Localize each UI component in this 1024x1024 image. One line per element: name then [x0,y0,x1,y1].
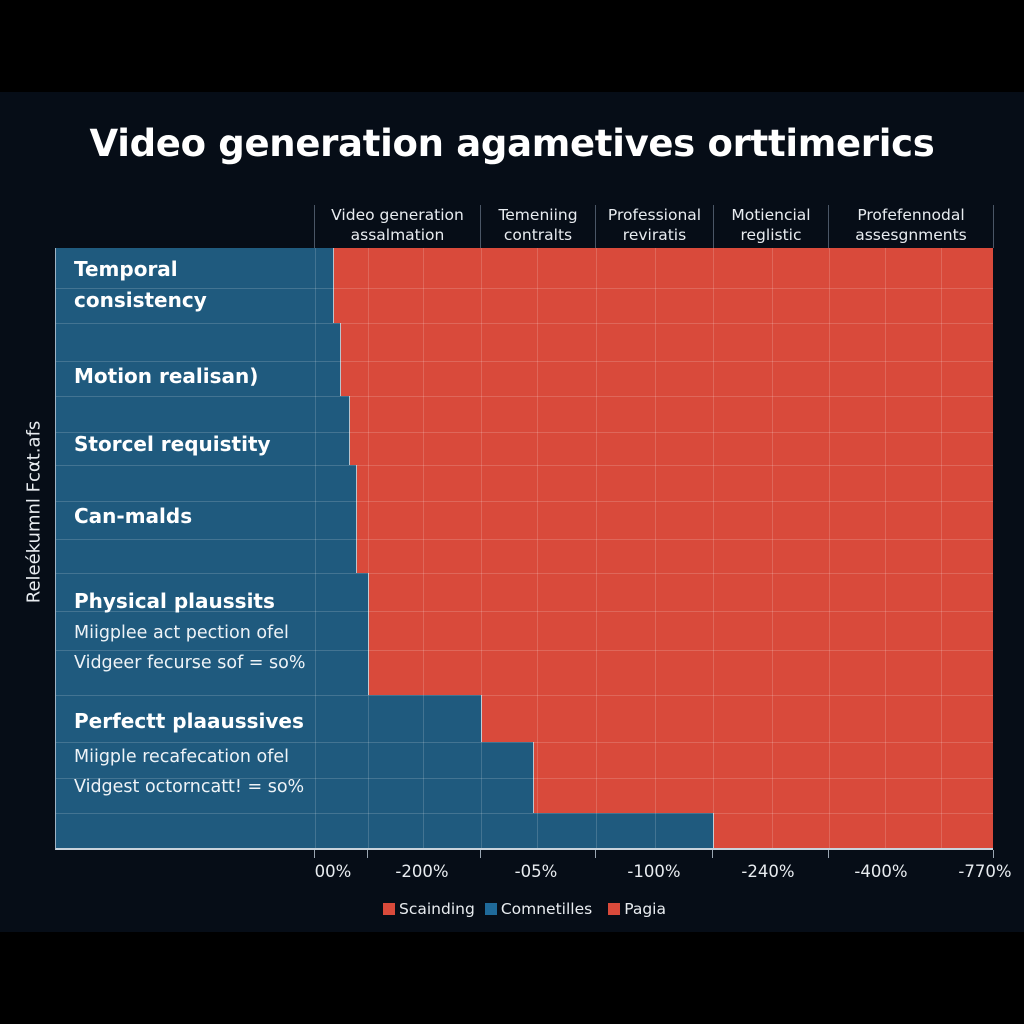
legend-item-comnetilles: Comnetilles [484,900,593,918]
grid-line-vertical [713,248,714,848]
legend-swatch-red [608,903,621,915]
row-annotation-line: Miigple recafecation ofel [74,747,290,767]
grid-line-vertical [315,248,316,848]
legend-item-pagia: Pagia [608,900,666,918]
column-header-3: Professional reviratis [596,205,713,247]
grid-line-horizontal [56,573,993,574]
row-label-perfect: Perfectt plaaussives [74,709,304,733]
bar-segment-blue [56,248,333,323]
grid-line-vertical [368,248,369,848]
header-divider [314,205,315,248]
x-tick-label: 00% [314,862,352,881]
grid-line-vertical [423,248,424,848]
grid-line-horizontal [56,432,993,433]
grid-line-vertical [481,248,482,848]
column-header-4: Motiencial reglistic [714,205,828,247]
legend-swatch-blue [484,903,497,915]
column-header-line: reviratis [622,226,687,244]
row-annotation-line: Vidgest octorncatt! = so% [74,777,305,797]
bar-segment-blue [56,813,713,848]
x-tick-label: -240% [741,862,795,881]
grid-line-horizontal [56,742,993,743]
grid-line-vertical [829,248,830,848]
legend-item-scainding: Scainding [383,900,475,918]
column-header-line: Motiencial [731,206,811,224]
y-axis-label: Releékumnl Fcαt.afs [23,420,45,604]
bar-segment-blue [56,465,356,573]
column-header-1: Video generation assalmation [315,205,480,247]
column-header-line: assesgnments [855,226,967,244]
column-header-line: contralts [503,226,573,244]
header-divider [993,205,994,248]
column-header-line: reglistic [740,226,802,244]
x-tick [480,850,481,858]
grid-line-horizontal [56,396,993,397]
grid-line-horizontal [56,539,993,540]
grid-line-horizontal [56,501,993,502]
column-header-5: Profefennodal assesgnments [829,205,993,247]
legend-label: Pagia [624,900,666,918]
grid-line-horizontal [56,813,993,814]
header-divider [480,205,481,248]
grid-line-vertical [941,248,942,848]
legend-label: Comnetilles [500,900,593,918]
row-label-motion: Motion realisan) [74,364,259,388]
grid-line-horizontal [56,288,993,289]
header-divider [713,205,714,248]
row-annotation-line: Miigplee act pection ofel [74,623,289,643]
row-annotation-line: Vidgeer fecurse sof = so% [74,653,306,673]
x-tick [828,850,829,858]
row-label-storcel: Storcel requistity [74,432,271,456]
grid-line-vertical [885,248,886,848]
column-header-line: Temeniing [498,206,578,224]
grid-line-vertical [537,248,538,848]
header-divider [828,205,829,248]
bar-segment-blue [56,323,340,396]
column-header-line: Video generation [331,206,464,224]
legend-swatch-red [383,903,395,915]
x-tick-label: -100% [627,862,681,881]
row-label-temporal-consistency: Temporal consistency [74,257,207,312]
x-tick [712,850,713,858]
x-tick-label: -200% [395,862,449,881]
x-tick [993,850,994,858]
grid-line-horizontal [56,465,993,466]
grid-line-horizontal [56,323,993,324]
legend-label: Scainding [399,900,475,918]
x-tick [314,850,315,858]
column-header-line: Professional [607,206,702,224]
bar-segment-blue [56,396,349,465]
legend: Scainding Comnetilles Pagia [383,900,676,918]
x-tick-label: -400% [854,862,908,881]
x-tick-label: -770% [958,862,1012,881]
column-header-line: Profefennodal [857,206,965,224]
x-tick [367,850,368,858]
grid-line-horizontal [56,650,993,651]
plot-area [55,248,993,850]
grid-line-vertical [596,248,597,848]
grid-line-horizontal [56,695,993,696]
bar-segment-blue [56,573,368,695]
column-header-2: Temeniing contralts [481,205,595,247]
grid-line-vertical [655,248,656,848]
x-tick [595,850,596,858]
row-label-physical: Physical plaussits [74,589,275,613]
x-tick-label: -05% [514,862,558,881]
column-header-line: assalmation [350,226,445,244]
header-divider [595,205,596,248]
grid-line-horizontal [56,361,993,362]
bar-segment-blue [56,742,533,813]
bar-segment-blue [56,695,481,742]
grid-line-horizontal [56,778,993,779]
chart-title: Video generation agametives orttimerics [89,122,935,165]
row-label-can-malds: Can-malds [74,504,193,528]
grid-line-horizontal [56,611,993,612]
grid-line-vertical [772,248,773,848]
